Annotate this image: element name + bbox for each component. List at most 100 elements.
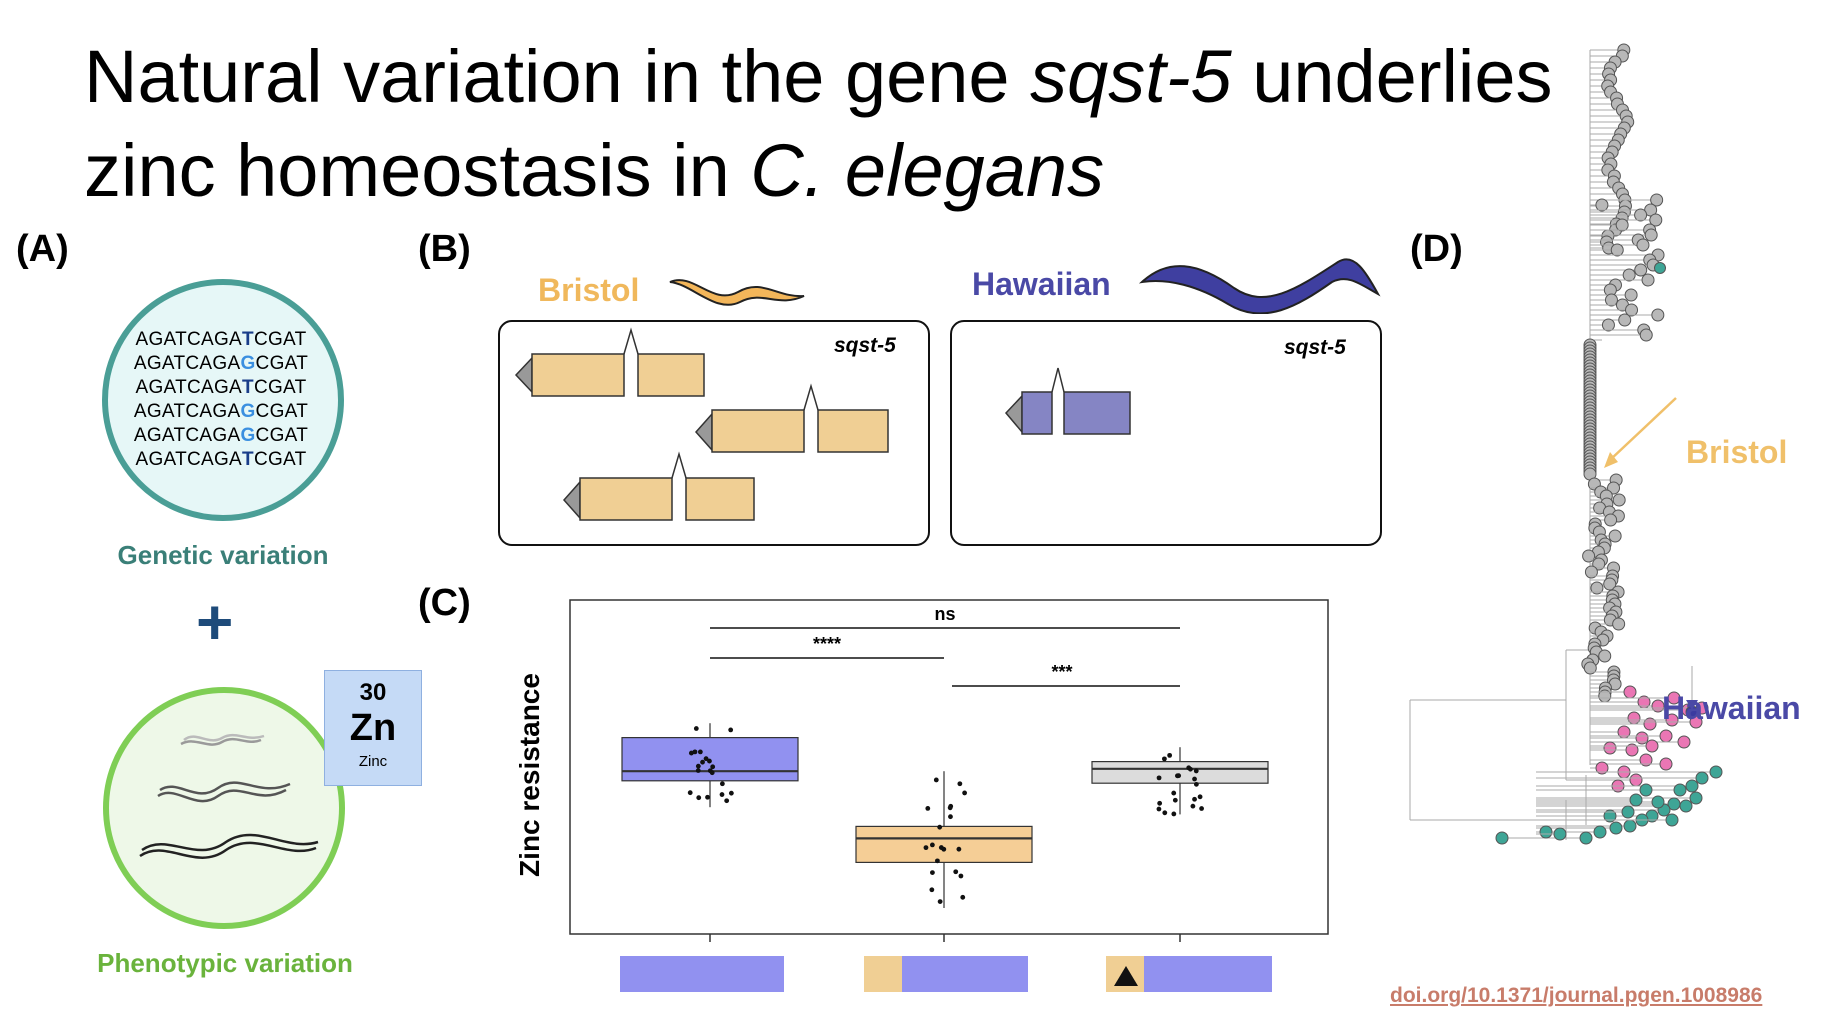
- panel-label-b: (B): [418, 228, 471, 270]
- tree-node: [1639, 783, 1653, 797]
- gene-model: [514, 327, 705, 397]
- tree-node: [1625, 743, 1639, 757]
- genotype-bar: [1144, 956, 1272, 992]
- tree-node: [1579, 831, 1593, 845]
- tree-node: [1623, 819, 1637, 833]
- significance-label: ns: [934, 604, 955, 624]
- data-point: [1190, 803, 1196, 809]
- tree-node: [1634, 263, 1648, 277]
- tree-node: [1582, 549, 1596, 563]
- tree-node: [1689, 791, 1703, 805]
- genotype-bar: [902, 956, 1028, 992]
- tree-node: [1673, 783, 1687, 797]
- tree-node: [1615, 218, 1629, 232]
- data-point: [1199, 806, 1204, 811]
- significance-label: ***: [1051, 662, 1072, 682]
- triangle-icon: [1114, 966, 1138, 986]
- data-point: [957, 781, 963, 787]
- phylogenetic-tree: [1409, 43, 1723, 845]
- element-symbol: Zn: [349, 707, 397, 749]
- tree-node: [1624, 288, 1638, 302]
- title-line-2: zinc homeostasis in C. elegans: [84, 129, 1105, 212]
- data-point: [1193, 781, 1199, 787]
- data-point: [930, 870, 935, 875]
- data-point: [1156, 775, 1162, 781]
- tree-node: [1651, 795, 1665, 809]
- sequence-row: AGATCAGAGCGAT: [133, 425, 309, 446]
- panel-label-a: (A): [16, 228, 69, 270]
- tree-node: [1618, 313, 1632, 327]
- data-point: [948, 814, 953, 820]
- tree-node: [1495, 831, 1509, 845]
- tree-node: [1651, 699, 1665, 713]
- tree-bristol-label: Bristol: [1686, 434, 1788, 470]
- tree-node: [1601, 318, 1615, 332]
- doi-link[interactable]: doi.org/10.1371/journal.pgen.1008986: [1390, 984, 1763, 1007]
- data-point: [933, 777, 939, 783]
- data-point: [700, 759, 705, 765]
- data-point: [937, 899, 943, 905]
- data-point: [707, 758, 712, 764]
- data-point: [1156, 806, 1162, 812]
- slide-title: Natural variation in the gene sqst-5 und…: [84, 30, 1553, 218]
- tree-node: [1603, 809, 1617, 823]
- tree-node: [1610, 243, 1624, 257]
- tree-node: [1553, 827, 1567, 841]
- hawaiian-worm-icon: [1138, 258, 1381, 314]
- tree-node: [1598, 649, 1612, 663]
- tree-node: [1634, 208, 1648, 222]
- tree-node: [1603, 577, 1617, 591]
- genetic-variation-caption: Genetic variation: [117, 540, 329, 570]
- data-point: [1192, 776, 1197, 782]
- data-point: [938, 845, 944, 850]
- title-line-1: Natural variation in the gene sqst-5 und…: [84, 35, 1553, 118]
- tree-node: [1667, 797, 1681, 811]
- tree-node: [1695, 771, 1709, 785]
- tree-node: [1623, 685, 1637, 699]
- tree-node: [1665, 713, 1679, 727]
- data-point: [1186, 765, 1192, 771]
- tree-node: [1643, 717, 1657, 731]
- data-point: [1157, 800, 1163, 806]
- data-point: [960, 894, 966, 900]
- tree-node: [1709, 765, 1723, 779]
- data-point: [709, 770, 715, 776]
- tree-node: [1621, 805, 1635, 819]
- worm-icon: [139, 833, 319, 859]
- tree-node: [1635, 731, 1649, 745]
- data-point: [703, 756, 709, 762]
- tree-node: [1641, 273, 1655, 287]
- data-point: [937, 824, 943, 830]
- tree-node: [1639, 753, 1653, 767]
- data-point: [929, 887, 935, 893]
- data-point: [728, 790, 734, 796]
- data-point: [1171, 811, 1177, 817]
- y-axis-label-container: Zinc resistance: [500, 620, 560, 930]
- sequence-row: AGATCAGATCGAT: [135, 377, 307, 398]
- tree-node: [1649, 213, 1663, 227]
- box: [1091, 761, 1269, 784]
- data-point: [1162, 810, 1168, 816]
- data-point: [696, 795, 702, 801]
- zinc-element-tile: 30 Zn Zinc: [324, 670, 422, 786]
- worm-icon: [157, 781, 291, 803]
- bristol-gene-models: [514, 327, 889, 521]
- data-point: [692, 749, 698, 755]
- tree-node: [1625, 303, 1639, 317]
- atomic-number: 30: [359, 679, 387, 706]
- tree-node: [1592, 557, 1606, 571]
- data-point: [719, 781, 725, 787]
- sequence-alignment: AGATCAGATCGAT AGATCAGAGCGAT AGATCAGATCGA…: [116, 328, 326, 472]
- tree-node: [1590, 581, 1604, 595]
- tree-node: [1659, 757, 1673, 771]
- sequence-row: AGATCAGATCGAT: [135, 329, 307, 350]
- tree-node: [1622, 268, 1636, 282]
- tree-node: [1644, 228, 1658, 242]
- tree-hawaiian-label: Hawaiian: [1662, 690, 1801, 726]
- tree-node: [1584, 565, 1598, 579]
- tree-node: [1636, 238, 1650, 252]
- data-point: [1171, 790, 1177, 796]
- tree-node: [1539, 825, 1553, 839]
- data-point: [962, 790, 968, 796]
- tree-node: [1677, 735, 1691, 749]
